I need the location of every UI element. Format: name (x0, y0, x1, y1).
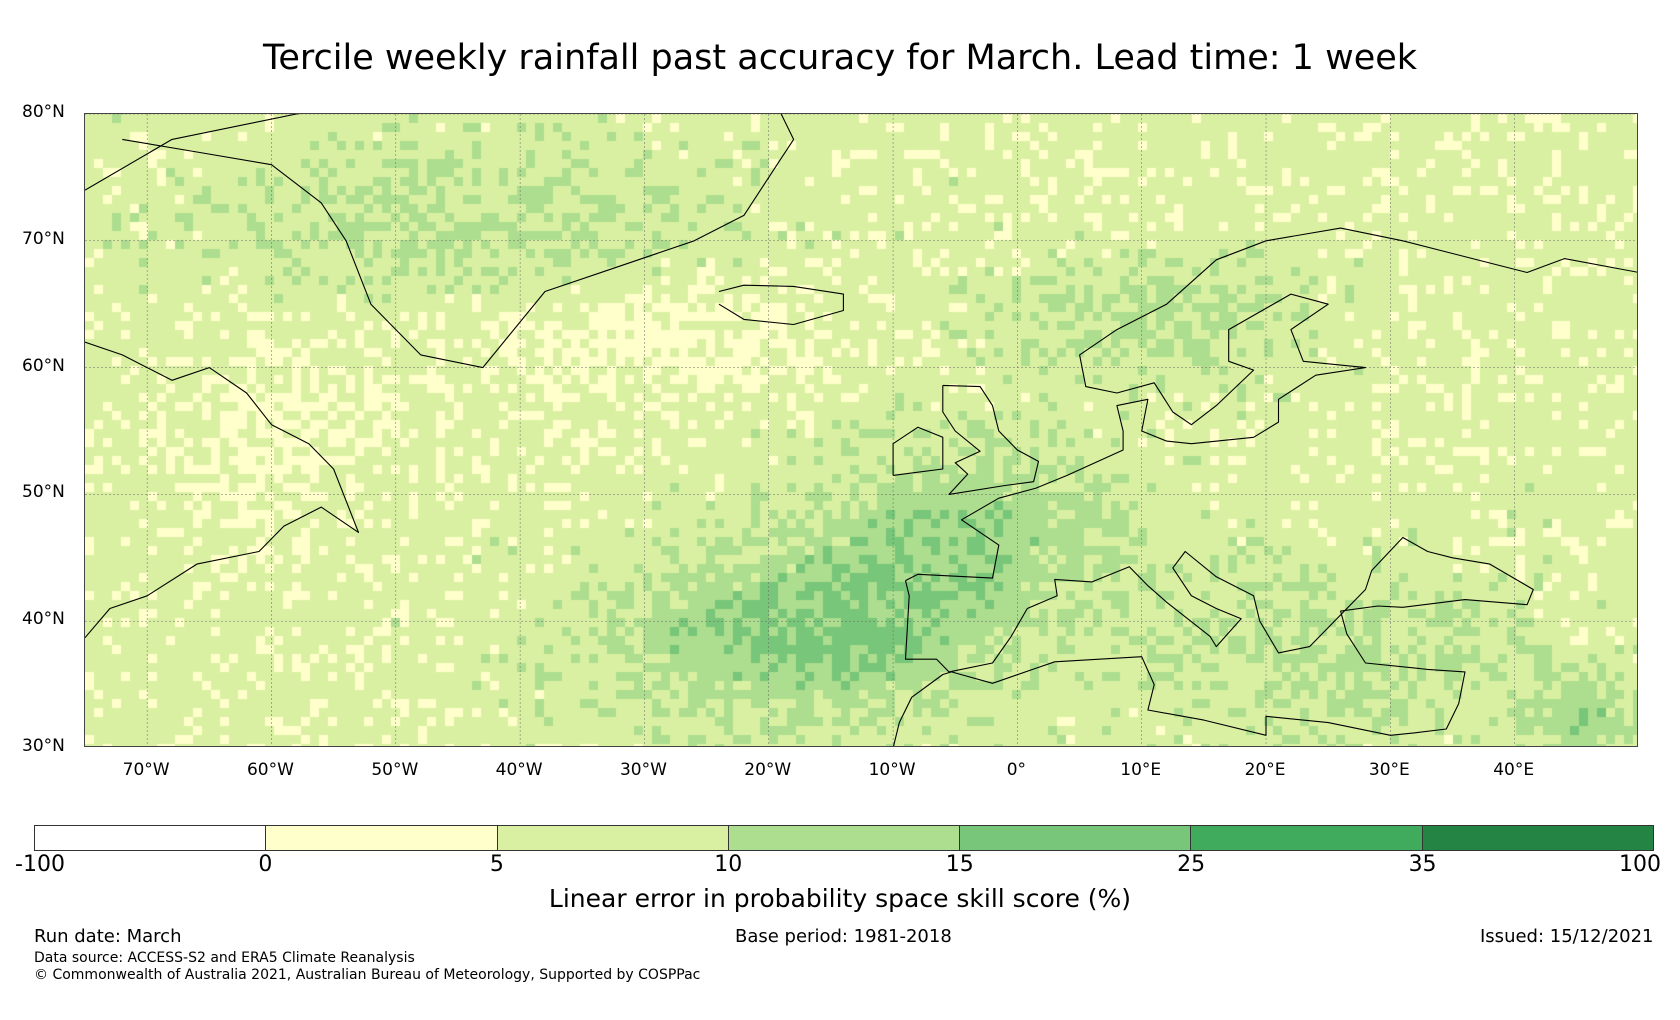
lon-label: 20°W (744, 760, 792, 780)
coastline (892, 426, 944, 476)
colorbar-tick-label: 10 (714, 852, 743, 877)
coastline (85, 114, 795, 369)
coastline (893, 536, 1534, 746)
issued-date: Issued: 15/12/2021 (1480, 926, 1654, 947)
colorbar (34, 825, 1654, 851)
colorbar-segment (728, 826, 961, 850)
colorbar-tick-label: 35 (1408, 852, 1437, 877)
coastline (905, 227, 1637, 582)
coastline (718, 284, 844, 326)
lon-label: 0° (1006, 760, 1027, 780)
lon-label: 10°E (1120, 760, 1162, 780)
map-title: Tercile weekly rainfall past accuracy fo… (262, 38, 1418, 78)
colorbar-segment (35, 826, 267, 850)
colorbar-tick-label: 0 (258, 852, 273, 877)
lon-label: 50°W (371, 760, 419, 780)
lon-label: 40°E (1493, 760, 1535, 780)
map-overlay (85, 114, 1637, 746)
colorbar-segment (1191, 826, 1423, 850)
colorbar-tick-label: 25 (1177, 852, 1206, 877)
colorbar-tick-label: 15 (945, 852, 974, 877)
colorbar-tick-label: 5 (489, 852, 504, 877)
run-date: Run date: March (34, 926, 182, 947)
lat-label: 70°N (22, 228, 65, 249)
lat-label: 40°N (22, 609, 65, 630)
lon-label: 70°W (122, 760, 170, 780)
lat-label: 50°N (22, 482, 65, 503)
colorbar-segment (960, 826, 1192, 850)
colorbar-tick-label: 100 (1619, 852, 1661, 877)
lon-label: 10°W (868, 760, 916, 780)
lon-label: 60°W (246, 760, 294, 780)
lat-label: 30°N (22, 736, 65, 756)
colorbar-label: Linear error in probability space skill … (548, 884, 1132, 913)
colorbar-tick-label: -100 (15, 852, 65, 877)
lon-label: 20°E (1244, 760, 1286, 780)
colorbar-segment (497, 826, 729, 850)
lon-label: 40°W (495, 760, 543, 780)
lon-label: 30°E (1368, 760, 1410, 780)
colorbar-segment (1422, 826, 1653, 850)
coastline (85, 341, 360, 639)
skill-score-map (84, 113, 1638, 747)
lat-label: 80°N (22, 102, 65, 122)
base-period: Base period: 1981-2018 (735, 926, 952, 947)
copyright: © Commonwealth of Australia 2021, Austra… (34, 967, 701, 983)
coastline (942, 384, 1040, 495)
skill-score-raster (85, 114, 1637, 746)
data-source: Data source: ACCESS-S2 and ERA5 Climate … (34, 950, 415, 966)
lon-label: 30°W (619, 760, 667, 780)
lat-label: 60°N (22, 355, 65, 376)
colorbar-segment (266, 826, 498, 850)
